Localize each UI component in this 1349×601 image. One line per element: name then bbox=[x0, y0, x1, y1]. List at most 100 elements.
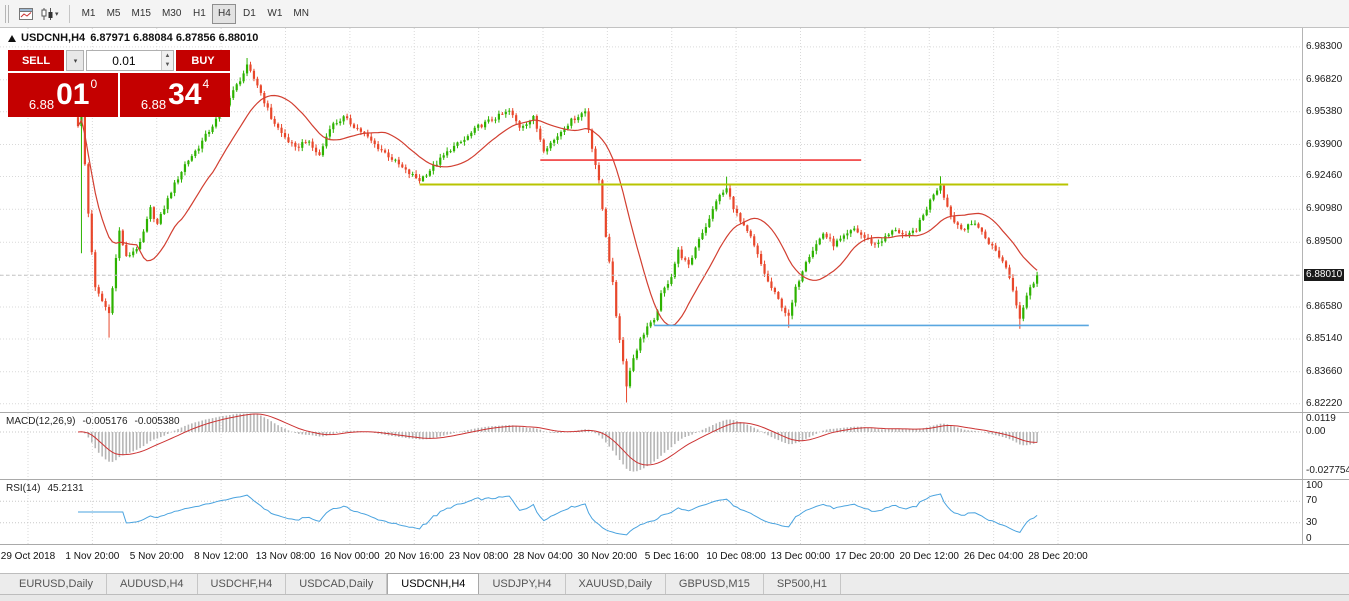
chart-tab-gbpusd[interactable]: GBPUSD,M15 bbox=[666, 574, 764, 594]
sell-price-base: 6.88 bbox=[28, 97, 55, 112]
status-bar bbox=[0, 594, 1349, 601]
macd-histogram bbox=[80, 413, 1038, 472]
chart-tabs-bar: EURUSD,Daily AUDUSD,H4 USDCHF,H4 USDCAD,Dai… bbox=[0, 573, 1349, 594]
chart-window-button[interactable] bbox=[16, 4, 36, 24]
time-axis-label: 10 Dec 08:00 bbox=[706, 551, 766, 562]
one-click-trading-panel: SELL ▾ ▲ ▼ BUY 6.88 01 0 bbox=[8, 50, 230, 117]
chart-tab-audusd[interactable]: AUDUSD,H4 bbox=[107, 574, 198, 594]
price-axis-label: 6.93900 bbox=[1306, 139, 1343, 150]
chart-tab-usdchf[interactable]: USDCHF,H4 bbox=[198, 574, 287, 594]
buy-price-big: 34 bbox=[168, 78, 202, 111]
timeframe-button-m30[interactable]: M30 bbox=[161, 8, 182, 19]
rsi-line bbox=[78, 493, 1038, 536]
price-axis-label: 6.83660 bbox=[1306, 366, 1343, 377]
chart-tab-eurusd[interactable]: EURUSD,Daily bbox=[6, 574, 107, 594]
ma-line bbox=[77, 94, 1038, 327]
macd-panel: 0.0119 0.00 -0.027754 MACD(12,26,9) -0.005… bbox=[0, 413, 1349, 479]
time-axis-label: 29 Oct 2018 bbox=[0, 551, 56, 562]
current-price-tag: 6.88010 bbox=[1304, 269, 1345, 281]
sell-price-sup: 0 bbox=[90, 77, 98, 91]
buy-price-sup: 4 bbox=[202, 77, 210, 91]
main-toolbar: ▾ M1 M5 M15 M30 H1 H4 D1 W1 MN bbox=[0, 0, 1349, 28]
main-chart-panel: 6.98300 6.96820 6.95380 6.93900 6.92460 6.909… bbox=[0, 28, 1349, 412]
timeframe-button-d1[interactable]: D1 bbox=[243, 8, 256, 19]
macd-axis-label: 0.0119 bbox=[1306, 413, 1336, 424]
hlines-layer bbox=[419, 159, 1089, 327]
rsi-axis-label: 70 bbox=[1306, 495, 1318, 506]
lot-increase-button[interactable]: ▲ bbox=[161, 51, 173, 61]
lot-size-field: ▲ ▼ bbox=[86, 50, 174, 71]
rsi-axis-label: 0 bbox=[1306, 533, 1312, 544]
lot-decrease-button[interactable]: ▼ bbox=[161, 60, 173, 70]
chevron-down-icon: ▾ bbox=[73, 57, 78, 65]
price-axis[interactable]: 6.98300 6.96820 6.95380 6.93900 6.92460 6.909… bbox=[1302, 28, 1349, 412]
chart-ohlc: 6.87971 6.88084 6.87856 6.88010 bbox=[90, 32, 259, 44]
time-axis-label: 17 Dec 20:00 bbox=[835, 551, 895, 562]
timeframe-button-h1[interactable]: H1 bbox=[193, 8, 206, 19]
chart-tab-usdcnh[interactable]: USDCNH,H4 bbox=[387, 573, 480, 594]
sell-button[interactable]: SELL bbox=[8, 50, 64, 71]
timeframe-button-m1[interactable]: M1 bbox=[81, 8, 96, 19]
chart-tab-sp500[interactable]: SP500,H1 bbox=[764, 574, 841, 594]
panel-separator bbox=[0, 479, 1349, 480]
time-axis-label: 5 Dec 16:00 bbox=[644, 551, 699, 562]
time-axis-label: 13 Nov 08:00 bbox=[255, 551, 316, 562]
price-axis-label: 6.98300 bbox=[1306, 41, 1343, 52]
price-axis-label: 6.89500 bbox=[1306, 236, 1343, 247]
sell-price-big: 01 bbox=[56, 78, 90, 111]
time-axis-label: 26 Dec 04:00 bbox=[963, 551, 1024, 562]
timeframe-button-w1[interactable]: W1 bbox=[267, 8, 283, 19]
timeframe-button-m5[interactable]: M5 bbox=[106, 8, 121, 19]
chart-tab-usdjpy[interactable]: USDJPY,H4 bbox=[479, 574, 566, 594]
timeframe-button-m15[interactable]: M15 bbox=[131, 8, 151, 19]
chart-type-button[interactable]: ▾ bbox=[38, 4, 62, 24]
price-axis-label: 6.90980 bbox=[1306, 203, 1343, 214]
chart-title: USDCNH,H4 6.87971 6.88084 6.87856 6.8801… bbox=[8, 32, 258, 44]
rsi-axis[interactable]: 100 70 30 0 bbox=[1302, 480, 1349, 544]
macd-axis-label: 0.00 bbox=[1306, 426, 1326, 437]
price-axis-label: 6.95380 bbox=[1306, 106, 1343, 117]
macd-value-1: -0.005176 bbox=[82, 416, 128, 427]
macd-header: MACD(12,26,9) -0.005176 -0.005380 bbox=[6, 416, 180, 427]
rsi-axis-label: 30 bbox=[1306, 517, 1318, 528]
sell-price-button[interactable]: 6.88 01 0 bbox=[8, 73, 118, 117]
panel-separator bbox=[0, 412, 1349, 413]
candles-layer bbox=[76, 58, 1039, 403]
macd-label: MACD(12,26,9) bbox=[6, 416, 76, 427]
time-axis-label: 28 Dec 20:00 bbox=[1028, 551, 1088, 562]
time-axis-label: 23 Nov 08:00 bbox=[448, 551, 509, 562]
toolbar-separator bbox=[68, 4, 70, 23]
macd-axis[interactable]: 0.0119 0.00 -0.027754 bbox=[1302, 413, 1349, 479]
time-axis-label: 13 Dec 00:00 bbox=[770, 551, 831, 562]
toolbar-grip[interactable] bbox=[5, 4, 9, 23]
time-axis-label: 20 Dec 12:00 bbox=[899, 551, 960, 562]
lot-size-input[interactable] bbox=[87, 51, 161, 70]
time-axis-label: 16 Nov 00:00 bbox=[320, 551, 380, 562]
rsi-chart[interactable] bbox=[0, 480, 1302, 544]
time-axis-label: 28 Nov 04:00 bbox=[513, 551, 573, 562]
price-axis-label: 6.82220 bbox=[1306, 398, 1343, 409]
timeframe-button-h4[interactable]: H4 bbox=[212, 3, 237, 24]
rsi-header: RSI(14) 45.2131 bbox=[6, 483, 84, 494]
buy-button[interactable]: BUY bbox=[176, 50, 230, 71]
chart-symbol: USDCNH,H4 bbox=[21, 32, 86, 44]
order-options-dropdown[interactable]: ▾ bbox=[66, 50, 84, 71]
symbol-marker-icon bbox=[8, 34, 16, 42]
candlestick-chart-icon bbox=[41, 7, 53, 20]
lot-spinners: ▲ ▼ bbox=[160, 51, 173, 70]
time-axis[interactable]: 29 Oct 2018 1 Nov 20:00 5 Nov 20:00 8 Nov 1… bbox=[0, 545, 1349, 573]
rsi-axis-label: 100 bbox=[1306, 480, 1323, 491]
rsi-panel: 100 70 30 0 RSI(14) 45.2131 bbox=[0, 480, 1349, 544]
chart-tab-xauusd[interactable]: XAUUSD,Daily bbox=[566, 574, 666, 594]
macd-chart[interactable] bbox=[0, 413, 1302, 479]
rsi-label: RSI(14) bbox=[6, 483, 41, 494]
chart-tab-usdcad[interactable]: USDCAD,Daily bbox=[286, 574, 388, 594]
time-axis-label: 30 Nov 20:00 bbox=[577, 551, 638, 562]
rsi-value: 45.2131 bbox=[47, 483, 84, 494]
buy-price-button[interactable]: 6.88 34 4 bbox=[120, 73, 230, 117]
price-axis-label: 6.96820 bbox=[1306, 74, 1343, 85]
time-axis-label: 5 Nov 20:00 bbox=[129, 551, 184, 562]
timeframe-button-mn[interactable]: MN bbox=[293, 8, 309, 19]
timeframe-toolbar: M1 M5 M15 M30 H1 H4 D1 W1 MN bbox=[77, 3, 314, 24]
